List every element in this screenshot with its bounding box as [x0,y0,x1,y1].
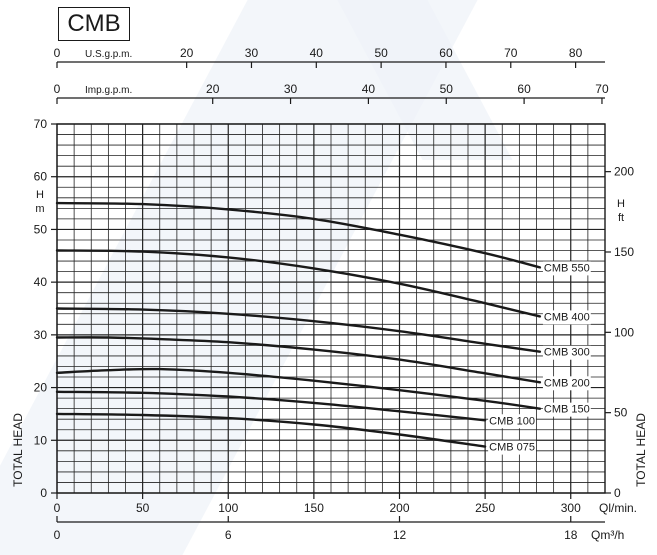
y-axis-title-left: TOTAL HEAD [11,413,25,487]
x-axis-unit: Ql/min. [599,501,637,515]
series-line [55,390,487,422]
secondary-axis-tick-label: 50 [440,82,454,96]
secondary-axis-tick-label: 50 [374,46,388,60]
y-axis-title-right: TOTAL HEAD [634,413,648,487]
series-line [55,336,542,384]
series-label: CMB 300 [544,347,590,359]
series-label-bg [542,376,591,391]
y-tick-label-left: 10 [34,433,48,447]
secondary-axis-tick-label: 30 [245,46,259,60]
series-label: CMB 150 [544,404,590,416]
secondary-axis-tick-label: 20 [206,82,220,96]
series-line [55,412,487,448]
secondary-axis-tick-label: 60 [517,82,531,96]
left-unit-m: m [35,203,44,215]
y-tick-label-right: 0 [614,486,621,500]
series-label: CMB 400 [544,311,590,323]
x-tick-label: 200 [389,501,409,515]
secondary-axis-tick-label: 20 [180,46,194,60]
series-line [55,367,542,410]
x-tick-label: 0 [54,501,61,515]
left-unit-h: H [36,189,44,201]
secondary-axis-tick-label: 18 [564,528,578,542]
secondary-axis-label: U.S.g.p.m. [85,49,132,60]
series-label: CMB 075 [489,442,535,454]
secondary-axis-tick-label: 40 [310,46,324,60]
secondary-axis-tick-label: 0 [54,46,61,60]
secondary-axis-tick-label: 30 [284,82,298,96]
secondary-axis-tick-label: 60 [439,46,453,60]
secondary-axis-tick-label: 0 [54,528,61,542]
secondary-axis-tick-label: 12 [393,528,407,542]
y-tick-label-left: 50 [34,222,48,236]
series-line [55,249,542,318]
right-unit-ft: ft [618,212,624,224]
y-tick-label-left: 20 [34,381,48,395]
secondary-axis-tick-label: 40 [362,82,376,96]
secondary-axis-tick-label: 6 [225,528,232,542]
secondary-axis-tick-label: 70 [504,46,518,60]
x-tick-label: 50 [136,501,150,515]
x-tick-label: 150 [304,501,324,515]
series-label: CMB 200 [544,377,590,389]
secondary-axis-tick-label: 0 [54,82,61,96]
series-label: CMB 100 [489,415,535,427]
y-tick-label-right: 50 [614,406,628,420]
series-label: CMB 550 [544,262,590,274]
y-tick-label-left: 40 [34,275,48,289]
chart-title: CMB [58,7,130,41]
right-unit-h: H [617,198,625,210]
secondary-axis-label: Qm³/h [591,528,624,542]
y-tick-label-left: 60 [34,170,48,184]
series-label-bg [542,402,591,417]
y-tick-label-right: 200 [614,165,634,179]
series-line [55,201,542,269]
y-tick-label-left: 30 [34,328,48,342]
secondary-axis-label: Imp.g.p.m. [85,85,132,96]
secondary-axis-tick-label: 80 [569,46,583,60]
y-tick-label-right: 150 [614,245,634,259]
y-tick-label-left: 0 [40,486,47,500]
y-tick-label-right: 100 [614,325,634,339]
x-tick-label: 300 [561,501,581,515]
secondary-axis-tick-label: 70 [595,82,609,96]
series-label-bg [488,440,536,455]
y-tick-label-left: 70 [34,117,48,131]
series-label-bg [542,261,591,276]
series-label-bg [542,345,591,360]
series-label-bg [488,414,536,429]
series-line [55,307,542,353]
x-tick-label: 250 [475,501,495,515]
x-tick-label: 100 [218,501,238,515]
series-label-bg [542,310,591,325]
